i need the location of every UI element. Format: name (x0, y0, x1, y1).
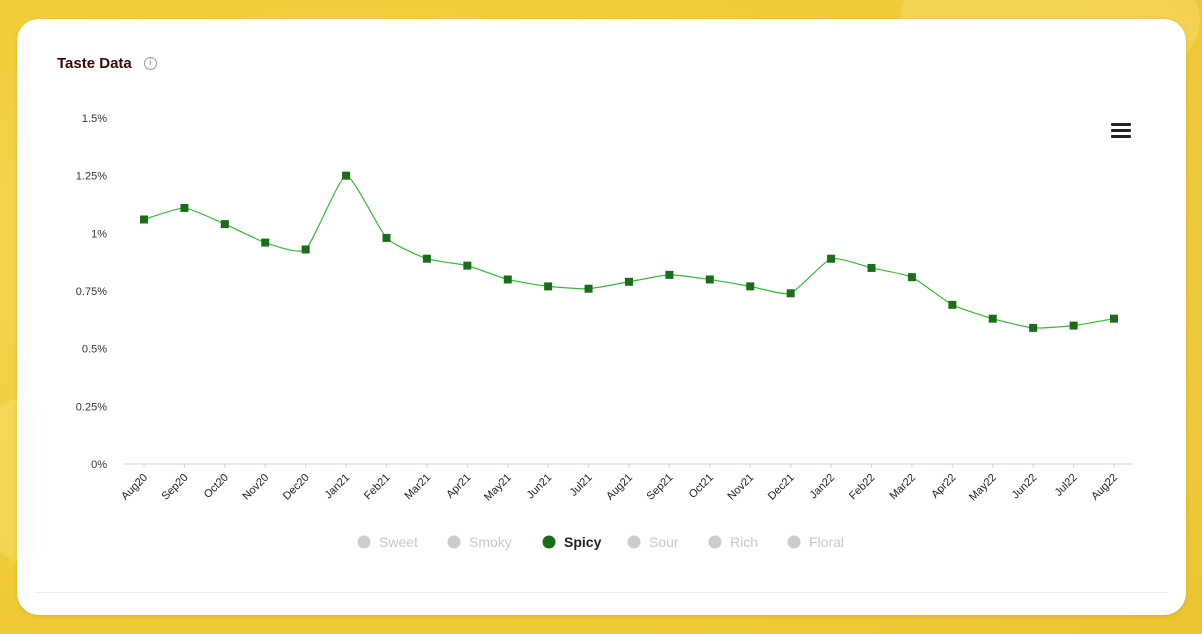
x-tick-label: Mar21 (402, 472, 433, 503)
legend[interactable]: Sweet Smoky Spicy Sour Rich Floral (357, 534, 845, 550)
legend-marker (357, 535, 371, 549)
x-tick-label: Mar22 (887, 472, 918, 503)
legend-marker (787, 535, 801, 549)
data-point[interactable] (422, 254, 431, 263)
legend-item-smoky[interactable]: Smoky (447, 534, 512, 550)
y-tick-label: 1.25% (76, 171, 107, 183)
data-point[interactable] (988, 314, 997, 323)
x-tick-label: Sep20 (160, 472, 191, 503)
legend-marker (542, 535, 556, 549)
divider (35, 592, 1168, 593)
y-tick-label: 1.5% (82, 113, 107, 125)
data-point[interactable] (342, 171, 351, 180)
data-point[interactable] (1029, 323, 1038, 332)
y-tick-label: 1% (91, 228, 107, 240)
hamburger-menu-icon[interactable] (1111, 123, 1131, 139)
x-tick-label: Jan22 (808, 472, 838, 502)
x-tick-label: Oct21 (687, 472, 716, 501)
legend-item-floral[interactable]: Floral (787, 534, 845, 550)
data-point[interactable] (220, 220, 229, 229)
legend-item-sour[interactable]: Sour (627, 534, 679, 550)
legend-label: Spicy (564, 534, 602, 550)
x-tick-label: Nov21 (725, 472, 756, 503)
data-point[interactable] (948, 300, 957, 309)
x-tick-label: Feb21 (362, 472, 393, 503)
series-layer (140, 171, 1118, 332)
x-tick-label: Jun21 (525, 472, 555, 502)
data-point[interactable] (544, 282, 553, 291)
x-tick-label: Feb22 (847, 472, 878, 503)
legend-label: Floral (809, 534, 844, 550)
data-point[interactable] (867, 263, 876, 272)
legend-marker (447, 535, 461, 549)
data-point[interactable] (786, 289, 795, 298)
data-point[interactable] (827, 254, 836, 263)
data-point[interactable] (665, 270, 674, 279)
x-tick-label: Oct20 (202, 472, 231, 501)
data-point[interactable] (180, 203, 189, 212)
x-tick-label: Jan21 (323, 472, 353, 502)
data-point[interactable] (1069, 321, 1078, 330)
data-point[interactable] (382, 233, 391, 242)
data-point[interactable] (584, 284, 593, 293)
y-axis: 0% 0.25% 0.5% 0.75% 1% 1.25% 1.5% (76, 113, 107, 471)
x-tick-label: Dec21 (766, 472, 797, 503)
data-point[interactable] (625, 277, 633, 286)
x-tick-label: Jun22 (1010, 472, 1040, 502)
legend-marker (708, 535, 722, 549)
x-tick-label: Nov20 (240, 472, 271, 503)
chart-title: Taste Data (57, 55, 132, 72)
legend-item-spicy[interactable]: Spicy (542, 534, 602, 550)
x-tick-label: Apr22 (929, 472, 958, 501)
x-tick-label: Dec20 (281, 472, 312, 503)
x-tick-label: Jul21 (568, 472, 595, 499)
legend-item-rich[interactable]: Rich (708, 534, 759, 550)
x-tick-label: Aug22 (1089, 472, 1120, 503)
y-tick-label: 0.5% (82, 344, 107, 356)
data-point[interactable] (705, 275, 714, 284)
y-tick-label: 0.75% (76, 286, 107, 298)
legend-marker (627, 535, 641, 549)
data-point[interactable] (140, 215, 148, 224)
x-tick-label: May22 (967, 472, 999, 504)
y-tick-label: 0.25% (76, 401, 107, 413)
data-point[interactable] (463, 261, 472, 270)
info-circle-icon[interactable]: i (143, 57, 157, 70)
x-tick-label: Jul22 (1053, 472, 1080, 499)
legend-label: Rich (730, 534, 758, 550)
data-point[interactable] (907, 273, 916, 282)
x-axis: Aug20 Sep20 Oct20 Nov20 Dec20 Jan21 Feb21 Mar21… (119, 463, 1133, 504)
x-tick-label: Aug21 (604, 472, 635, 503)
data-point[interactable] (1110, 314, 1118, 323)
card-header: Taste Data i (57, 55, 157, 72)
x-tick-label: Sep21 (645, 472, 676, 503)
y-tick-label: 0% (91, 459, 107, 471)
x-tick-label: Apr21 (444, 472, 473, 501)
x-tick-label: May21 (482, 472, 514, 504)
data-point[interactable] (746, 282, 755, 291)
data-point[interactable] (261, 238, 270, 247)
series-line-spicy (143, 175, 1115, 329)
legend-label: Sweet (379, 534, 418, 550)
x-tick-label: Aug20 (119, 472, 150, 503)
legend-label: Sour (649, 534, 679, 550)
data-point[interactable] (503, 275, 512, 284)
legend-item-sweet[interactable]: Sweet (357, 534, 419, 550)
legend-label: Smoky (469, 534, 512, 550)
data-point[interactable] (301, 245, 310, 254)
